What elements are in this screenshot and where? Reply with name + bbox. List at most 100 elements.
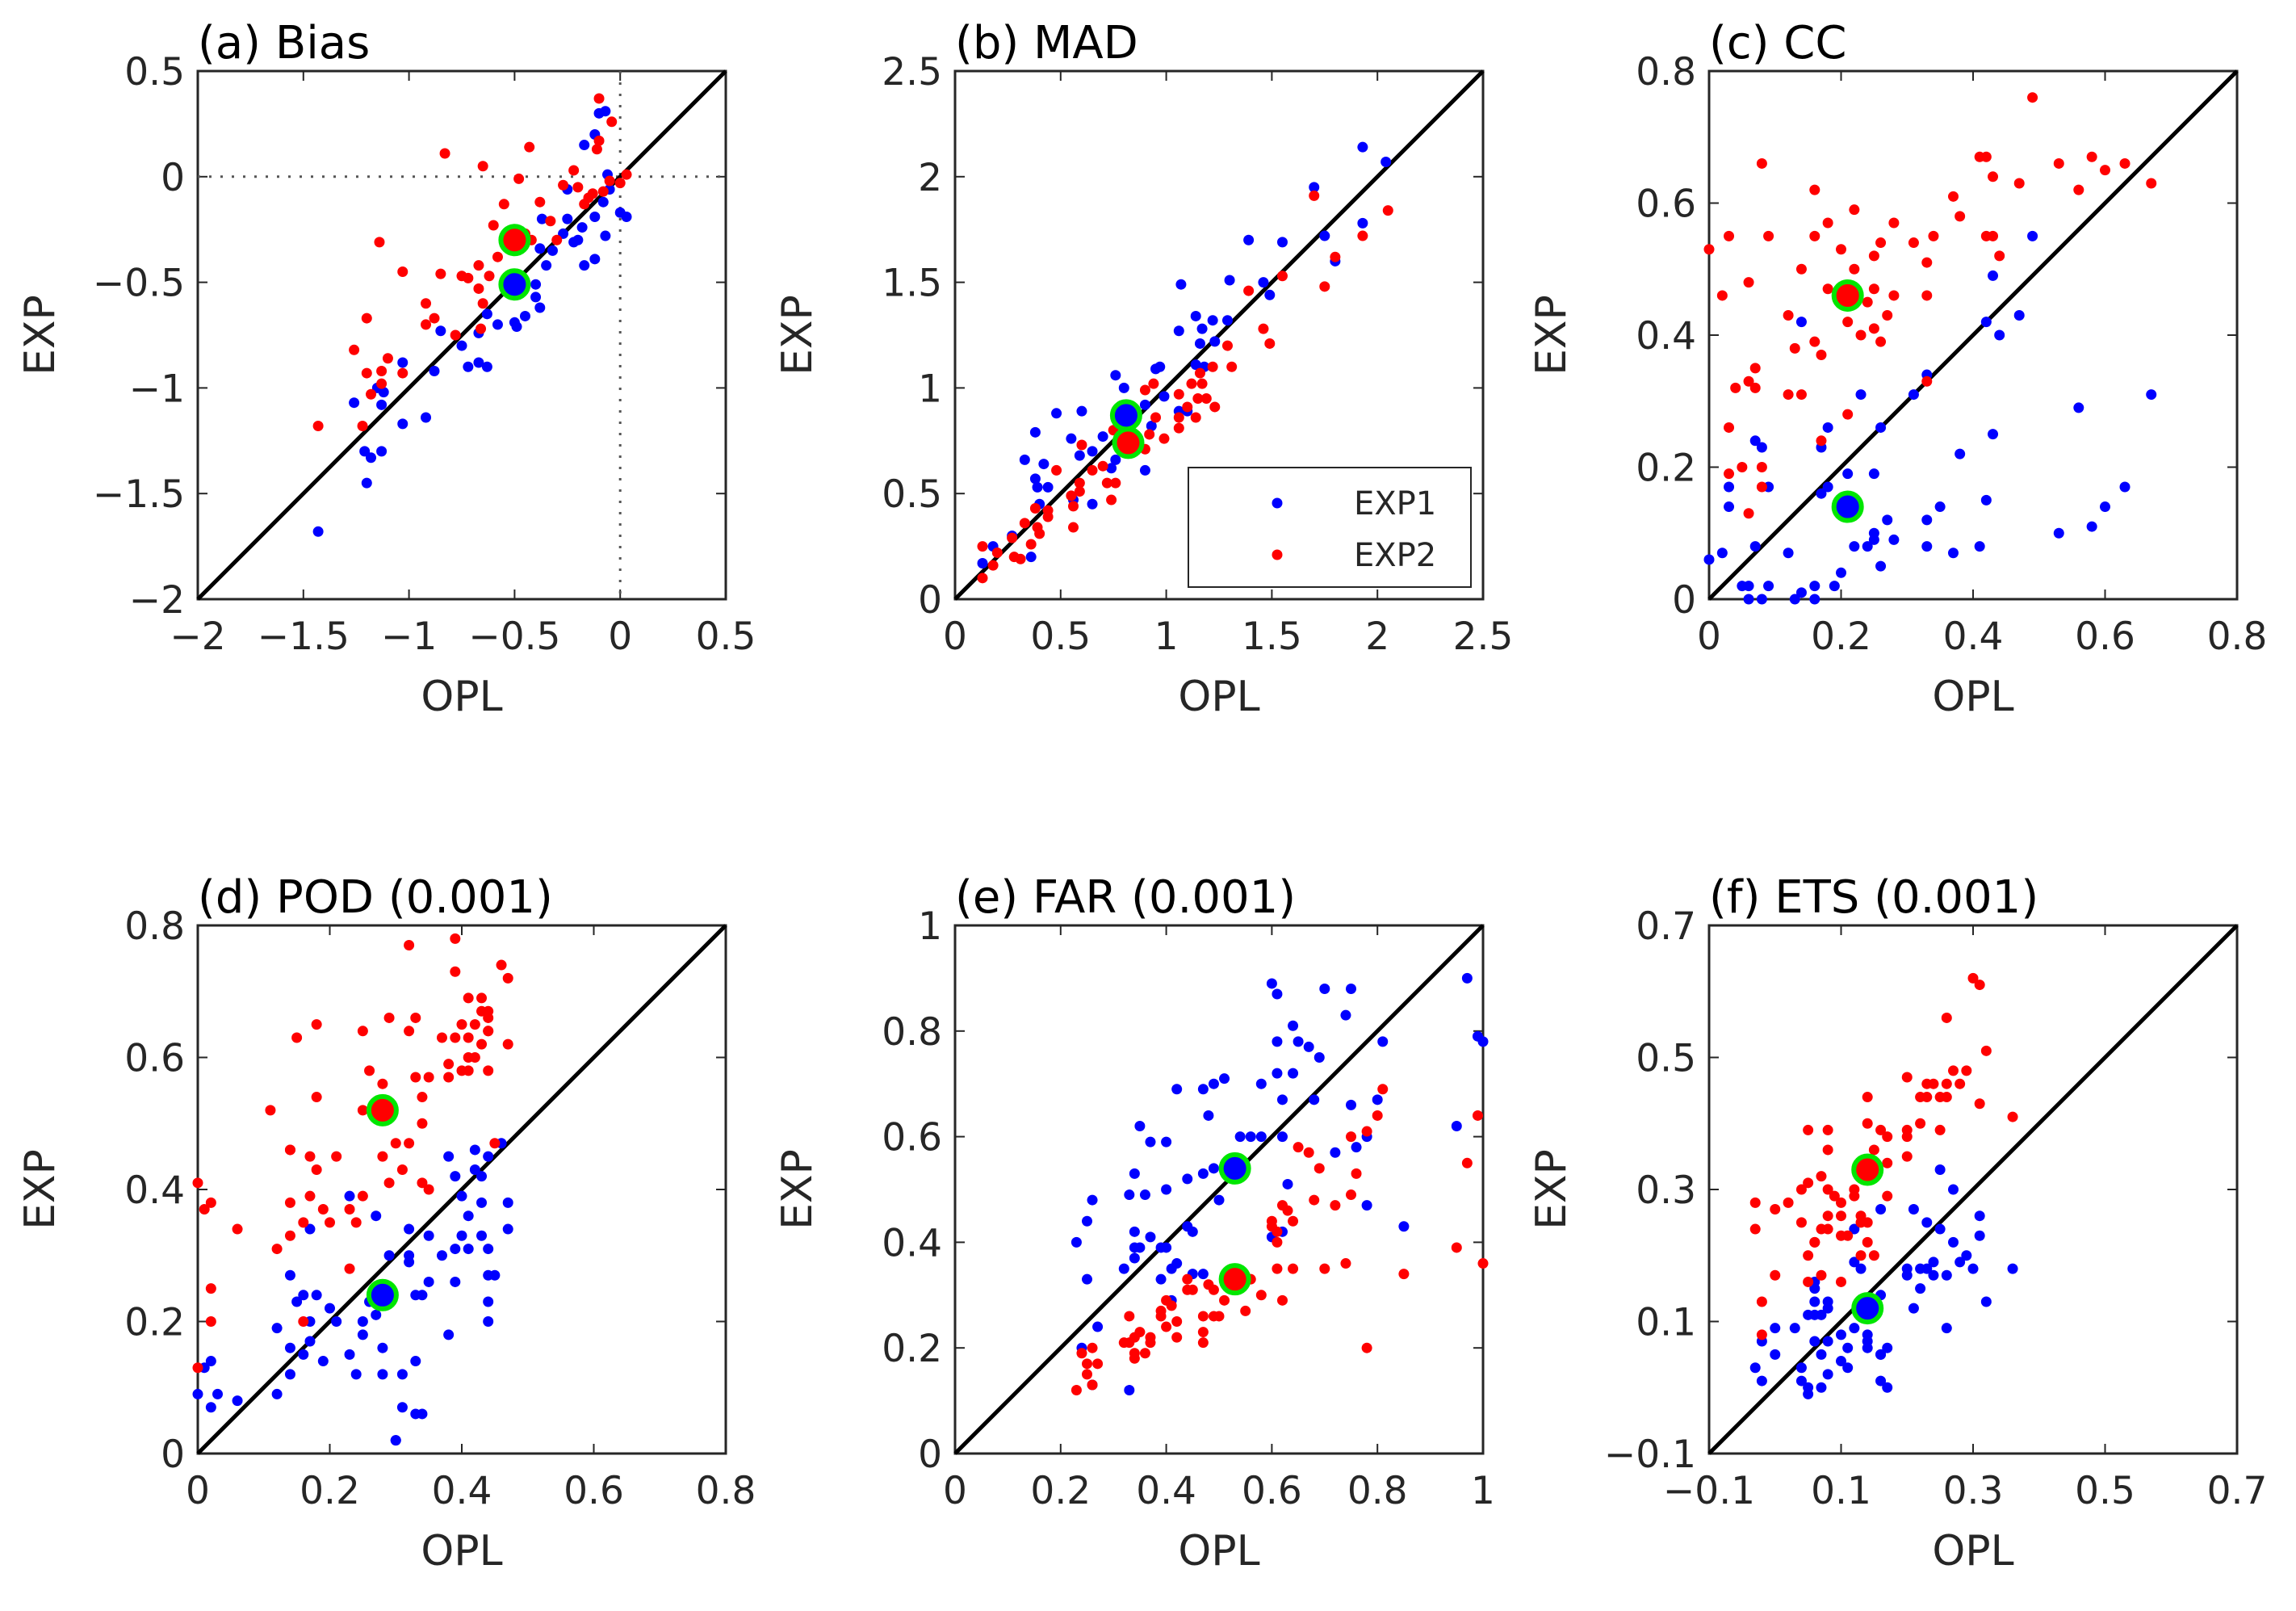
data-point [325,1303,335,1314]
data-point [481,308,492,320]
data-point [2027,92,2038,103]
data-point [1309,190,1320,201]
data-point [1908,389,1919,401]
data-point [1803,1177,1814,1189]
data-point [977,573,988,584]
data-point [1372,1110,1383,1121]
data-point [205,1197,216,1208]
data-point [1822,481,1833,493]
data-point [371,1210,382,1222]
x-tick-label: 0.8 [1347,1469,1408,1513]
data-point [1377,1036,1389,1047]
data-point [1836,244,1846,255]
data-point [1288,1068,1299,1079]
data-point [1106,494,1117,506]
series-exp1 [1749,1164,2018,1399]
panel-title: (f) ETS (0.001) [1709,871,2038,924]
data-point [1190,412,1201,423]
data-point [1255,1131,1267,1143]
y-axis-label: EXP [1527,295,1576,375]
data-point [456,340,467,351]
data-point [1770,1349,1781,1360]
data-point [579,140,590,151]
mean-point-exp1 [1851,1292,1884,1325]
data-point [357,1316,368,1327]
data-point [1737,462,1748,472]
data-point [304,1336,316,1347]
y-tick-label: 0.4 [1636,314,1696,359]
data-point [1272,988,1283,1000]
data-point [1795,263,1807,275]
data-point [1994,329,2005,341]
data-point [1208,1078,1219,1089]
data-point [1882,309,1893,321]
y-tick-label: 0.5 [1636,1037,1696,1081]
data-point [1961,1065,1972,1076]
x-tick-label: 0.6 [1242,1469,1302,1513]
data-point [572,182,584,193]
data-point [1855,389,1867,401]
data-point [606,116,618,128]
data-point [1888,290,1900,301]
data-point [1803,1388,1814,1399]
data-point [1240,1305,1251,1316]
data-point [1809,1336,1820,1347]
x-tick-label: 1.5 [1242,615,1302,659]
data-point [1934,1124,1946,1135]
x-tick-label: 0.5 [696,615,756,659]
data-point [436,1032,447,1043]
data-point [396,1164,408,1175]
data-point [593,135,605,146]
data-point [572,234,584,245]
data-point [1200,392,1212,404]
data-point [417,1118,428,1129]
data-point [1862,1092,1873,1103]
data-point [1110,477,1121,489]
data-point [1941,1269,1952,1281]
data-point [271,1323,283,1334]
y-tick-label: 0.5 [882,472,942,517]
y-tick-label: 1 [918,367,942,411]
data-point [311,1290,322,1301]
data-point [390,1435,401,1446]
data-point [1129,1353,1140,1364]
data-point [1822,422,1833,433]
data-point [1190,359,1201,371]
data-point [547,245,558,256]
mean-point-exp2 [1112,426,1145,459]
data-point [1783,309,1794,321]
data-point [1148,378,1159,389]
data-point [1875,422,1887,433]
data-point [551,234,563,245]
x-tick-label: 0 [608,615,632,659]
data-point [344,1204,355,1215]
data-point [2086,151,2097,162]
data-point [1862,296,1873,308]
x-axis-label: OPL [421,673,502,721]
data-point [1197,1311,1209,1322]
data-point [1875,1204,1887,1215]
data-point [1967,972,1979,984]
data-point [492,251,503,262]
data-point [1901,1269,1913,1281]
data-point [502,972,513,984]
mean-point-exp2 [498,224,531,257]
data-point [1087,1194,1098,1206]
data-point [1173,412,1184,423]
data-point [1076,439,1087,451]
data-point [511,321,522,333]
data-point [1330,1200,1341,1211]
data-point [2053,527,2064,539]
data-point [1129,1252,1140,1264]
x-tick-label: −2 [170,615,225,659]
data-point [1461,1157,1473,1168]
data-point [1208,1284,1219,1295]
data-point [1888,534,1900,545]
data-point [1221,315,1233,326]
data-point [435,268,446,279]
data-point [1186,378,1197,389]
data-point [232,1223,243,1235]
x-tick-label: 0.4 [1136,1469,1196,1513]
data-point [429,365,440,376]
data-point [1842,1230,1854,1241]
